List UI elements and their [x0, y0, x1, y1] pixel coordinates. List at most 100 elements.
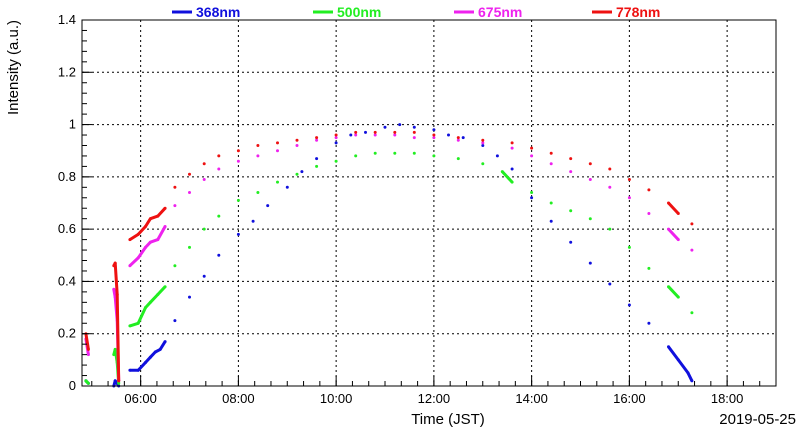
- data-point: [373, 130, 377, 134]
- data-point: [510, 167, 514, 171]
- data-point: [456, 136, 460, 140]
- data-point: [510, 180, 514, 184]
- data-point: [173, 185, 177, 189]
- data-point: [276, 180, 279, 184]
- data-point: [393, 133, 397, 137]
- data-point: [266, 204, 270, 208]
- data-point: [354, 154, 358, 158]
- data-point: [393, 151, 397, 155]
- data-point: [295, 172, 299, 176]
- data-point: [354, 133, 358, 137]
- data-point: [432, 136, 436, 140]
- data-point: [173, 204, 177, 208]
- data-point: [676, 212, 680, 215]
- data-point: [676, 238, 680, 242]
- series-778nm: [84, 130, 694, 383]
- data-point: [86, 353, 90, 357]
- data-point: [354, 130, 358, 134]
- data-point: [334, 141, 338, 145]
- data-point: [236, 232, 240, 236]
- data-point: [112, 264, 116, 268]
- data-point: [456, 138, 460, 142]
- data-point: [136, 321, 140, 325]
- y-tick-label: 0: [69, 378, 76, 393]
- data-point: [667, 285, 670, 289]
- data-point: [364, 130, 367, 134]
- data-point: [373, 133, 377, 137]
- data-point: [217, 253, 221, 257]
- data-point: [627, 303, 631, 307]
- data-point: [447, 133, 450, 137]
- data-point: [236, 198, 240, 202]
- data-point: [608, 227, 612, 231]
- data-point: [690, 379, 694, 383]
- data-point: [217, 214, 221, 218]
- data-point: [136, 256, 140, 260]
- data-point: [217, 154, 221, 158]
- data-point: [588, 261, 592, 265]
- data-point: [481, 162, 485, 166]
- data-point: [627, 245, 631, 249]
- x-tick-label: 18:00: [711, 391, 744, 406]
- data-point: [251, 219, 255, 223]
- legend-label: 675nm: [478, 4, 522, 20]
- data-point: [112, 353, 116, 357]
- data-point: [608, 167, 612, 171]
- series-line: [129, 340, 167, 372]
- data-point: [188, 245, 191, 249]
- x-tick-label: 10:00: [320, 391, 353, 406]
- data-point: [315, 157, 319, 161]
- data-point: [86, 347, 90, 351]
- data-point: [163, 285, 167, 289]
- data-point: [676, 295, 680, 299]
- plot-frame: [81, 19, 777, 387]
- data-point: [295, 144, 299, 147]
- x-tick-label: 14:00: [515, 391, 548, 406]
- data-point: [136, 232, 140, 236]
- data-point: [393, 130, 397, 134]
- data-point: [148, 240, 152, 244]
- series-line: [84, 333, 90, 350]
- data-point: [202, 274, 206, 278]
- data-point: [412, 125, 416, 129]
- data-point: [148, 300, 152, 304]
- data-point: [84, 379, 88, 383]
- data-point: [412, 151, 416, 155]
- grid-layer: [82, 20, 776, 386]
- data-point: [148, 355, 152, 359]
- data-point: [647, 266, 651, 270]
- data-point: [530, 191, 534, 194]
- data-point: [510, 141, 514, 145]
- x-tick-label: 12:00: [418, 391, 451, 406]
- series-line: [667, 345, 694, 382]
- y-tick-label: 0.8: [58, 169, 76, 184]
- data-point: [156, 238, 160, 242]
- data-point: [549, 151, 553, 155]
- data-point: [334, 159, 338, 163]
- series-line: [667, 285, 680, 299]
- y-tick-label: 0.2: [58, 326, 76, 341]
- series-line: [112, 379, 120, 387]
- data-point: [588, 162, 592, 166]
- data-point: [236, 149, 240, 153]
- data-point: [588, 217, 592, 221]
- data-point: [156, 293, 160, 296]
- data-point: [163, 225, 167, 228]
- y-tick-label: 0.4: [58, 273, 76, 288]
- data-point: [128, 368, 132, 372]
- date-label: 2019-05-25: [719, 411, 796, 428]
- data-point: [202, 162, 206, 166]
- data-point: [569, 240, 573, 244]
- data-point: [128, 238, 132, 242]
- data-point: [432, 154, 436, 158]
- data-point: [156, 214, 160, 218]
- data-point: [117, 381, 121, 385]
- data-point: [136, 368, 140, 372]
- data-point: [173, 264, 177, 268]
- data-point: [647, 212, 651, 215]
- y-tick-label: 0.6: [58, 221, 76, 236]
- series-line: [129, 285, 167, 328]
- y-axis-title: Intensity (a.u.): [5, 20, 22, 115]
- data-point: [608, 282, 612, 286]
